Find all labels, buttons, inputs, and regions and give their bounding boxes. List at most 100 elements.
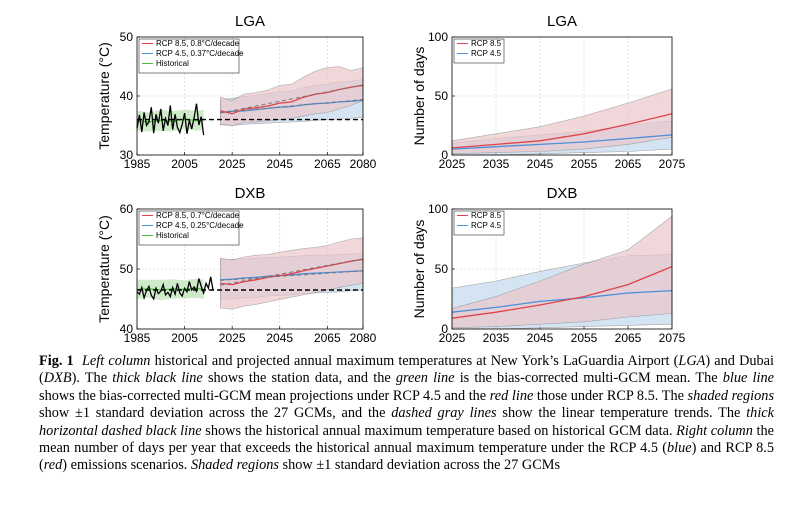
dxb-temp-ytick-60: 60 bbox=[120, 202, 134, 216]
dxb-temp-xtick-2080: 2080 bbox=[350, 331, 377, 345]
lga-temp-legend-item-2: Historical bbox=[156, 59, 189, 68]
dxb-temp-xtick-2025: 2025 bbox=[219, 331, 246, 345]
dxb-temp-title: DXB bbox=[235, 185, 266, 202]
dxb-days-rcp45-line bbox=[451, 289, 673, 313]
dxb-temp-xtick-2045: 2045 bbox=[266, 331, 293, 345]
caption-seg-10: is the bias-corrected multi-GCM mean. Th… bbox=[454, 370, 723, 387]
dxb-temp-ylabel: Temperature (°C) bbox=[96, 215, 112, 323]
dxb-temp-xtick-1985: 1985 bbox=[124, 331, 151, 345]
lga-temp-rcp45-trend bbox=[220, 99, 364, 113]
lga-days-rcp45-line bbox=[451, 134, 673, 150]
lga-days-xtick-2035: 2035 bbox=[483, 157, 510, 171]
dxb-temp-rcp45-trend bbox=[220, 270, 364, 281]
dxb-days-frame bbox=[451, 208, 673, 330]
lga-temp-xtick-2005: 2005 bbox=[171, 157, 198, 171]
caption-label: Fig. 1 bbox=[39, 353, 74, 369]
caption-seg-2: historical and projected annual maximum … bbox=[150, 353, 679, 369]
dxb-temp-legend-item-2: Historical bbox=[156, 231, 189, 240]
dxb-days-rcp85-line bbox=[451, 265, 673, 319]
dxb-days-ytick-50: 50 bbox=[435, 262, 449, 276]
lga-temp-ytick-30: 30 bbox=[120, 148, 134, 162]
lga-temp-ytick-40: 40 bbox=[120, 89, 134, 103]
lga-days-xtick-2025: 2025 bbox=[439, 157, 466, 171]
caption-seg-6: ). The bbox=[71, 370, 113, 387]
figure-panels: 1985 2005 2025 2045 2065 2080 30 40 50 LGA Tempera… bbox=[96, 13, 686, 345]
caption-seg-3: LGA bbox=[678, 353, 706, 369]
lga-temp-xtick-2080: 2080 bbox=[350, 157, 377, 171]
lga-temp-legend-box bbox=[138, 38, 240, 74]
dxb-temp-frame bbox=[136, 208, 364, 330]
dxb-temp-legend-box bbox=[138, 210, 240, 246]
dxb-temp-xtick-2065: 2065 bbox=[314, 331, 341, 345]
caption-seg-15: shaded regions bbox=[687, 387, 775, 404]
caption-seg-1: Left column bbox=[81, 353, 151, 369]
lga-temp-xtick-2025: 2025 bbox=[219, 157, 246, 171]
dxb-temp-xtick-2005: 2005 bbox=[171, 331, 198, 345]
caption-seg-25: red bbox=[43, 457, 63, 474]
dxb-temp-rcp85-trend bbox=[220, 258, 364, 286]
caption-seg-18: show the linear temperature trends. The bbox=[496, 405, 747, 422]
caption-seg-11: blue line bbox=[722, 370, 774, 387]
lga-temp-frame bbox=[136, 36, 364, 156]
caption-seg-26: ) emissions scenarios. bbox=[62, 457, 191, 474]
lga-temp-station-line bbox=[136, 103, 205, 135]
lga-days-frame bbox=[451, 36, 673, 156]
dxb-days-xtick-2035: 2035 bbox=[483, 331, 510, 345]
lga-days-ylabel: Number of days bbox=[411, 47, 427, 146]
dxb-days-xtick-2065: 2065 bbox=[615, 331, 642, 345]
lga-days-title: LGA bbox=[547, 13, 577, 30]
caption-seg-7: thick black line bbox=[112, 370, 203, 387]
lga-days-ytick-100: 100 bbox=[428, 30, 448, 44]
lga-days-legend-item-0: RCP 8.5 bbox=[471, 39, 502, 48]
caption-seg-14: those under RCP 8.5. The bbox=[533, 387, 688, 404]
caption-seg-12: shows the bias-corrected multi-GCM mean … bbox=[39, 387, 490, 404]
dxb-temp-ytick-50: 50 bbox=[120, 262, 134, 276]
lga-temp-rcp85-trend bbox=[220, 84, 364, 114]
caption-seg-24: ) and RCP 8.5 ( bbox=[39, 440, 774, 474]
caption-seg-22: the mean number of days per year that ex… bbox=[39, 422, 775, 457]
dxb-days-xtick-2075: 2075 bbox=[659, 331, 686, 345]
figure-caption: Fig. 1 Left column historical and projec… bbox=[39, 353, 774, 475]
caption-seg-8: shows the station data, and the bbox=[202, 370, 396, 387]
lga-temp-xtick-2045: 2045 bbox=[266, 157, 293, 171]
lga-temp-xtick-2065: 2065 bbox=[314, 157, 341, 171]
caption-seg-9: green line bbox=[395, 370, 455, 387]
lga-days-ytick-0: 0 bbox=[441, 148, 448, 162]
lga-days-xtick-2055: 2055 bbox=[571, 157, 598, 171]
caption-seg-4: ) and Dubai ( bbox=[39, 353, 775, 387]
lga-temp-title: LGA bbox=[235, 13, 265, 30]
caption-seg-27: Shaded regions bbox=[190, 457, 279, 474]
dxb-days-legend-item-1: RCP 4.5 bbox=[471, 221, 502, 230]
caption-seg-23: blue bbox=[666, 440, 692, 457]
lga-days-xtick-2045: 2045 bbox=[527, 157, 554, 171]
dxb-days-ytick-100: 100 bbox=[428, 202, 448, 216]
dxb-days-ytick-0: 0 bbox=[441, 322, 448, 336]
caption-seg-13: red line bbox=[489, 387, 534, 404]
dxb-days-xtick-2025: 2025 bbox=[439, 331, 466, 345]
lga-temp-xtick-1985: 1985 bbox=[124, 157, 151, 171]
caption-seg-28: show ±1 standard deviation across the 27… bbox=[278, 457, 561, 474]
lga-temp-ylabel: Temperature (°C) bbox=[96, 42, 112, 150]
dxb-days-title: DXB bbox=[547, 185, 578, 202]
dxb-days-xtick-2055: 2055 bbox=[571, 331, 598, 345]
lga-days-ytick-50: 50 bbox=[435, 89, 449, 103]
caption-seg-17: dashed gray lines bbox=[391, 405, 497, 422]
caption-seg-16: show ±1 standard deviation across the 27… bbox=[39, 405, 392, 422]
dxb-days-ylabel: Number of days bbox=[411, 220, 427, 319]
lga-days-legend-item-1: RCP 4.5 bbox=[471, 49, 502, 58]
dxb-days-xtick-2045: 2045 bbox=[527, 331, 554, 345]
caption-seg-5: DXB bbox=[43, 370, 72, 387]
caption-seg-21: Right column bbox=[676, 422, 753, 439]
lga-days-xtick-2075: 2075 bbox=[659, 157, 686, 171]
caption-seg-20: shows the historical annual maximum temp… bbox=[201, 422, 677, 439]
lga-days-rcp85-line bbox=[451, 113, 673, 149]
lga-temp-ytick-50: 50 bbox=[120, 30, 134, 44]
lga-temp-legend-item-1: RCP 4.5, 0.37°C/decade bbox=[156, 49, 244, 58]
caption-seg-19: thick horizontal dashed black line bbox=[39, 405, 774, 439]
lga-temp-legend-item-0: RCP 8.5, 0.8°C/decade bbox=[156, 39, 240, 48]
dxb-temp-ytick-40: 40 bbox=[120, 322, 134, 336]
dxb-temp-legend-item-1: RCP 4.5, 0.25°C/decade bbox=[156, 221, 244, 230]
lga-days-xtick-2065: 2065 bbox=[615, 157, 642, 171]
dxb-temp-legend-item-0: RCP 8.5, 0.7°C/decade bbox=[156, 211, 240, 220]
dxb-days-legend-item-0: RCP 8.5 bbox=[471, 211, 502, 220]
